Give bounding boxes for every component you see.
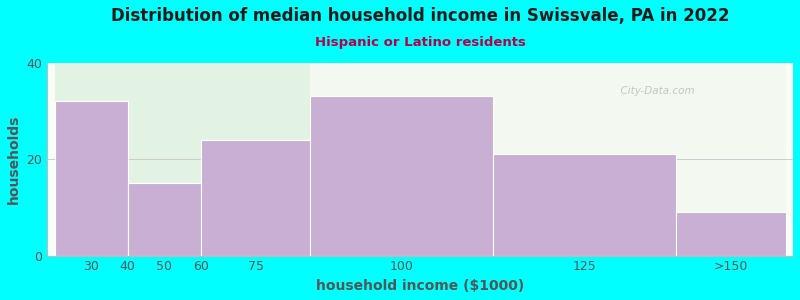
- Bar: [54, 63, 310, 256]
- Title: Distribution of median household income in Swissvale, PA in 2022: Distribution of median household income …: [111, 7, 730, 25]
- Text: City-Data.com: City-Data.com: [614, 86, 694, 96]
- Y-axis label: households: households: [7, 114, 21, 204]
- Bar: [54, 101, 128, 256]
- Bar: [676, 212, 786, 256]
- Bar: [494, 154, 676, 256]
- Bar: [310, 96, 494, 256]
- Bar: [201, 140, 310, 256]
- Text: Hispanic or Latino residents: Hispanic or Latino residents: [314, 36, 526, 49]
- Bar: [128, 183, 201, 256]
- Bar: [310, 63, 786, 256]
- X-axis label: household income ($1000): household income ($1000): [316, 279, 524, 293]
